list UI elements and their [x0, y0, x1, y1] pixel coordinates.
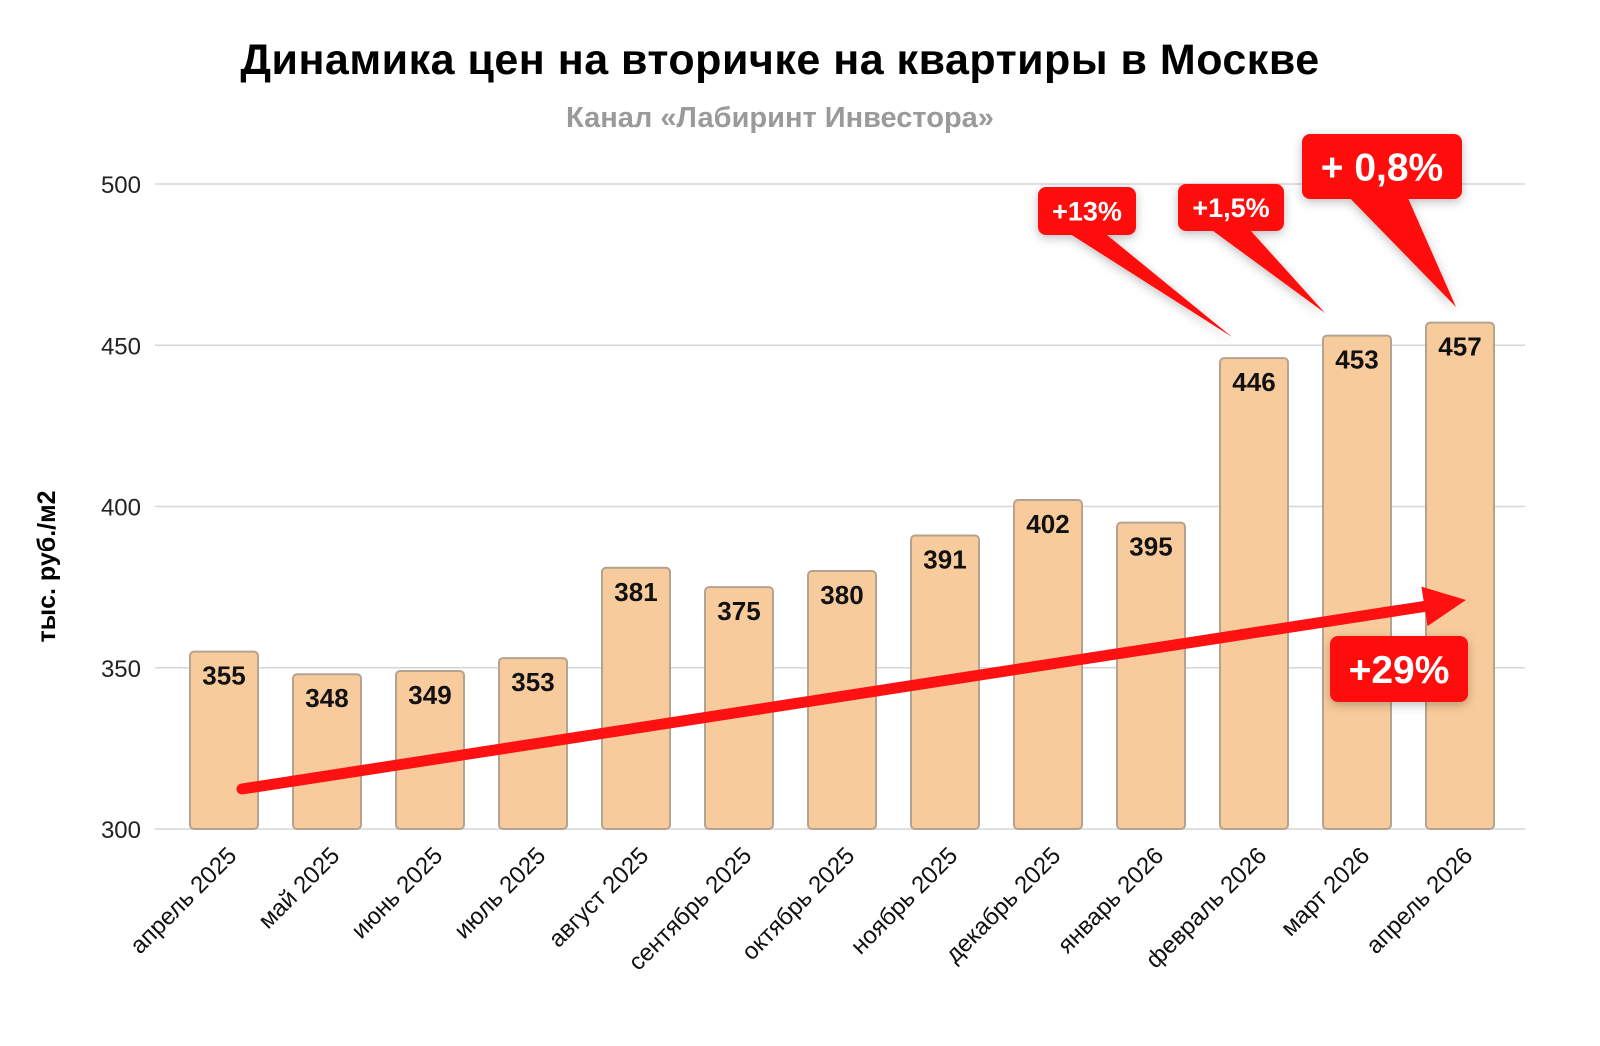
trend-arrow-head	[1421, 586, 1466, 627]
y-axis-label: тыс. руб./м2	[33, 491, 61, 643]
x-tick-label: апрель 2025	[125, 842, 242, 959]
callout-pointer	[1065, 231, 1232, 337]
callout-text: +1,5%	[1192, 193, 1269, 223]
chart-subtitle: Канал «Лабиринт Инвестора»	[566, 102, 994, 134]
bar-value-label: 348	[305, 683, 348, 713]
bar-value-label: 446	[1232, 367, 1275, 397]
callout-pointer	[1346, 195, 1456, 307]
bar-value-label: 381	[614, 577, 657, 607]
chart-title: Динамика цен на вторичке на квартиры в М…	[240, 36, 1320, 84]
callout-badge: +13%	[1038, 187, 1232, 337]
bar-value-label: 353	[511, 667, 554, 697]
bar	[292, 673, 362, 831]
x-tick-label: март 2026	[1276, 842, 1376, 942]
callout-badge: +1,5%	[1178, 184, 1325, 313]
x-tick-label: ноябрь 2025	[846, 842, 964, 960]
callout-box	[1302, 134, 1462, 199]
bar-value-label: 453	[1335, 345, 1378, 375]
bar-value-label: 355	[202, 661, 245, 691]
callout-text: + 0,8%	[1321, 147, 1444, 190]
x-tick-label: июнь 2025	[346, 842, 448, 944]
x-tick-label: август 2025	[543, 842, 654, 953]
bar-value-label: 402	[1026, 509, 1069, 539]
callout-box	[1178, 184, 1284, 231]
callout-text: +29%	[1349, 649, 1450, 692]
bar-value-label: 457	[1438, 332, 1481, 362]
bar-value-label: 391	[923, 545, 966, 575]
bar-value-label: 375	[717, 596, 760, 626]
x-tick-label: январь 2026	[1053, 842, 1170, 959]
bar	[1116, 521, 1186, 830]
bar	[1322, 334, 1392, 830]
y-tick-label: 350	[101, 656, 141, 683]
bar-value-label: 380	[820, 580, 863, 610]
y-tick-label: 300	[101, 817, 141, 844]
callout-pointer	[1207, 227, 1325, 313]
trend-arrow-line	[236, 600, 1430, 795]
bar	[601, 566, 671, 831]
callout-badge: +29%	[1330, 636, 1468, 702]
y-tick-label: 450	[101, 333, 141, 360]
callout-text: +13%	[1052, 197, 1122, 227]
x-tick-label: апрель 2026	[1361, 842, 1478, 959]
callout-box	[1330, 636, 1468, 702]
callout-badge: + 0,8%	[1302, 134, 1462, 307]
callout-box	[1038, 187, 1136, 235]
x-tick-label: июль 2025	[449, 842, 551, 944]
y-tick-label: 500	[101, 172, 141, 199]
bar	[1425, 321, 1495, 830]
bar	[1219, 357, 1289, 830]
bar-value-label: 395	[1129, 532, 1172, 562]
x-tick-label: май 2025	[253, 842, 345, 934]
bar-value-label: 349	[408, 680, 451, 710]
y-tick-label: 400	[101, 495, 141, 522]
